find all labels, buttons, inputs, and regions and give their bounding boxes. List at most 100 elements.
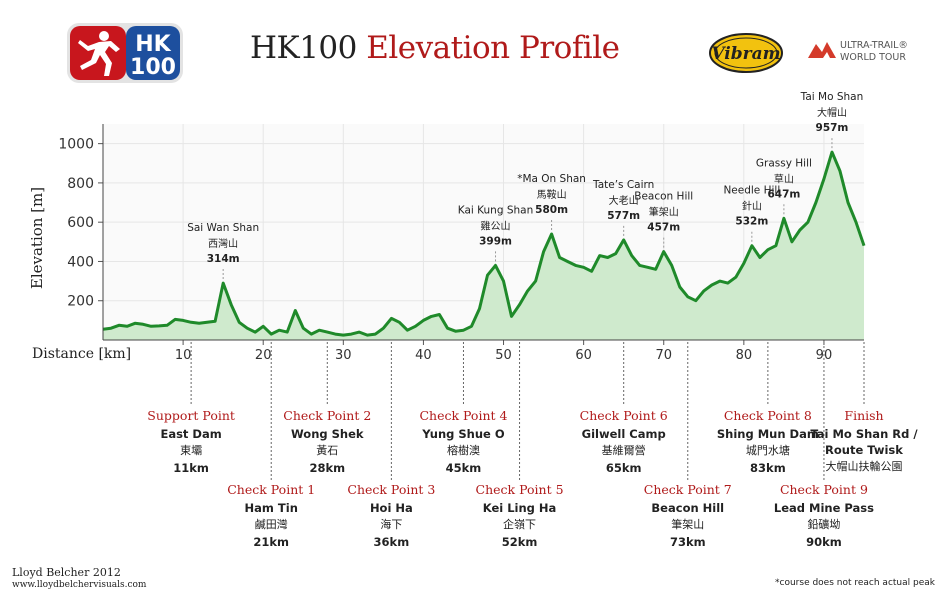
vibram-logo-text: Vibram	[711, 44, 780, 64]
hk100-logo: HK 100	[67, 23, 183, 83]
checkpoint: Check Point 5 Kei Ling Ha 企嶺下 52km	[476, 342, 564, 549]
checkpoint-chinese: 榕樹澳	[447, 443, 480, 457]
peak-name: Tai Mo Shan	[800, 91, 864, 103]
peak-elevation: 577m	[607, 210, 640, 222]
checkpoint: Check Point 7 Beacon Hill 筆架山 73km	[644, 342, 732, 549]
x-tick-label: 60	[575, 348, 592, 363]
peak-annotation: Sai Wan Shan 西灣山 314m	[187, 222, 259, 280]
checkpoint-chinese: 基維爾營	[602, 444, 646, 457]
checkpoint-name: East Dam	[160, 427, 221, 441]
x-tick-label: 80	[736, 348, 753, 363]
peak-elevation: 532m	[735, 216, 768, 228]
peak-elevation: 457m	[647, 222, 680, 234]
peak-chinese: 雞公山	[481, 219, 511, 232]
checkpoint-chinese: 鹹田灣	[255, 517, 288, 531]
checkpoint-chinese: 大帽山扶輪公園	[826, 459, 903, 473]
checkpoint-distance: 45km	[446, 461, 482, 475]
peak-chinese: 西灣山	[208, 238, 238, 250]
checkpoint: Finish Tai Mo Shan Rd / Route Twisk 大帽山扶輪公園	[810, 342, 918, 473]
peak-annotation: Beacon Hill 筆架山 457m	[634, 191, 693, 248]
checkpoint-chinese: 企嶺下	[503, 517, 536, 531]
peak-elevation: 647m	[767, 188, 800, 200]
checkpoint-chinese: 東壩	[180, 444, 202, 457]
logo-text-100: 100	[130, 55, 176, 80]
checkpoint-chinese: 鉛礦坳	[807, 517, 840, 531]
peak-annotation: Tate’s Cairn 大老山 577m	[592, 179, 654, 236]
checkpoint-distance: 36km	[374, 535, 410, 549]
y-tick-label: 600	[67, 215, 94, 231]
checkpoint-name: Ham Tin	[245, 501, 298, 515]
peak-layer: Sai Wan Shan 西灣山 314m Kai Kung Shan 雞公山 399m *…	[187, 91, 864, 280]
x-tick-label: 50	[495, 348, 512, 363]
checkpoint: Check Point 4 Yung Shue O 榕樹澳 45km	[419, 342, 508, 475]
checkpoint-title: Check Point 9	[780, 482, 868, 497]
y-axis-label: Elevation [m]	[28, 187, 46, 289]
x-tick-label: 10	[175, 348, 192, 363]
x-tick-label: 70	[655, 348, 672, 363]
checkpoint-title: Check Point 1	[227, 482, 315, 497]
y-tick-label: 800	[67, 176, 94, 192]
checkpoint-distance: 65km	[606, 461, 642, 475]
title-elevation-profile: Elevation Profile	[366, 30, 620, 66]
checkpoint-chinese: 城門水塘	[746, 443, 790, 457]
checkpoint-distance: 11km	[173, 461, 209, 475]
checkpoint-title: Check Point 4	[419, 408, 507, 423]
checkpoint-distance: 90km	[806, 535, 842, 549]
utmb-logo: ULTRA-TRAIL® WORLD TOUR	[808, 40, 908, 63]
logo-text-hk: HK	[135, 32, 171, 57]
peak-chinese: 大帽山	[817, 106, 847, 119]
checkpoint-title: Check Point 8	[724, 408, 812, 423]
elevation-line	[102, 150, 866, 337]
peak-name: Kai Kung Shan	[458, 204, 533, 216]
utmb-line-1: ULTRA-TRAIL®	[840, 40, 908, 51]
title-hk100: HK100	[250, 30, 357, 66]
checkpoint: Check Point 9 Lead Mine Pass 鉛礦坳 90km	[774, 342, 874, 549]
checkpoint-distance: 28km	[309, 461, 345, 475]
checkpoint-name: Tai Mo Shan Rd /	[810, 427, 918, 441]
peak-name: Tate’s Cairn	[592, 179, 654, 191]
peak-chinese: 大老山	[609, 194, 639, 207]
x-tick-label: 40	[415, 348, 432, 363]
peak-elevation: 580m	[535, 204, 568, 216]
checkpoint-name: Hoi Ha	[370, 501, 413, 515]
peak-annotation: Tai Mo Shan 大帽山 957m	[800, 91, 864, 149]
checkpoint-name: Gilwell Camp	[582, 427, 666, 441]
page-title: HK100 Elevation Profile	[250, 30, 620, 66]
peak-annotation: Needle Hill 針山 532m	[723, 185, 780, 242]
checkpoint-title: Check Point 5	[476, 482, 564, 497]
checkpoint-distance: 83km	[750, 461, 786, 475]
peak-annotation: *Ma On Shan 馬鞍山 580m	[517, 173, 586, 230]
y-tick-label: 200	[67, 294, 94, 310]
checkpoint: Check Point 2 Wong Shek 黃石 28km	[283, 342, 371, 475]
peak-name: Beacon Hill	[634, 191, 693, 203]
peak-name: Grassy Hill	[756, 157, 812, 169]
vibram-logo: Vibram	[709, 33, 783, 73]
checkpoint: Check Point 1 Ham Tin 鹹田灣 21km	[227, 342, 315, 549]
checkpoint-name: Shing Mun Dam	[717, 427, 819, 441]
peak-name: Needle Hill	[723, 185, 780, 197]
checkpoint-chinese: 海下	[380, 517, 402, 531]
checkpoint: Check Point 3 Hoi Ha 海下 36km	[347, 342, 435, 549]
mountain-icon	[808, 42, 836, 58]
peak-elevation: 399m	[479, 235, 512, 247]
peak-elevation: 957m	[816, 122, 849, 134]
x-axis-label: Distance [km]	[32, 346, 131, 362]
footnote: *course does not reach actual peak	[775, 578, 935, 588]
x-tick-label: 20	[255, 348, 272, 363]
checkpoint-title: Check Point 2	[283, 408, 371, 423]
peak-chinese: 馬鞍山	[537, 188, 567, 201]
checkpoint-name: Wong Shek	[291, 427, 364, 441]
elevation-area	[103, 152, 864, 340]
checkpoint-name: Kei Ling Ha	[483, 501, 557, 515]
peak-name: *Ma On Shan	[517, 173, 586, 185]
checkpoint-title: Support Point	[147, 408, 235, 423]
checkpoint-name: Lead Mine Pass	[774, 501, 874, 515]
checkpoint-title: Check Point 6	[580, 408, 668, 423]
checkpoint-chinese: 黃石	[316, 444, 338, 457]
credit-author: Lloyd Belcher 2012	[12, 566, 121, 579]
y-tick-label: 400	[67, 254, 94, 270]
peak-chinese: 草山	[774, 173, 794, 185]
checkpoint-chinese: 筆架山	[671, 517, 704, 531]
